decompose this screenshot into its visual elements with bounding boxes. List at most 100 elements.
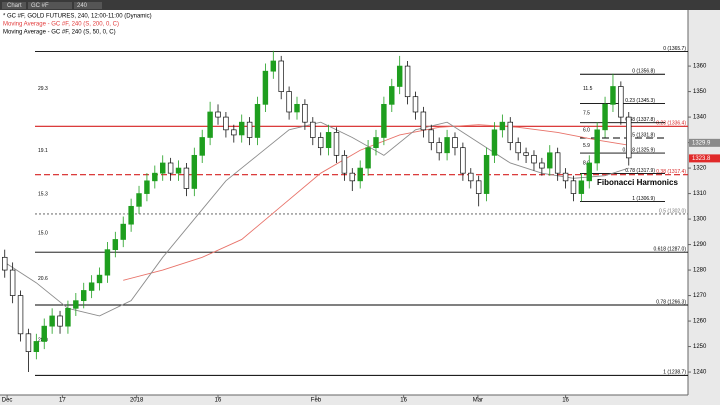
- price-tag-label: 1323.8: [692, 156, 711, 162]
- toolbar-select[interactable]: [28, 2, 72, 9]
- x-tick-label: 2018: [130, 398, 144, 404]
- candle-body: [436, 142, 442, 154]
- candle-body: [515, 142, 521, 154]
- candle-body: [373, 137, 379, 149]
- candle-body: [238, 121, 245, 136]
- fib-note: 6.0: [583, 128, 590, 134]
- candle-body: [507, 121, 513, 143]
- fib-label: 0.38 (1317.4): [656, 169, 686, 175]
- fib-note: 20.6: [38, 276, 48, 282]
- fib-note: 15.3: [38, 192, 48, 198]
- x-tick-label: Feb: [311, 398, 322, 404]
- candle-body: [9, 269, 16, 296]
- fib-note: 29.3: [38, 86, 48, 92]
- plot: 0 (1365.7) 0.23 (1336.4) 0.38 (1317.4) 0.5 …: [2, 46, 688, 376]
- candle-body: [191, 154, 198, 189]
- candle-body: [626, 116, 632, 159]
- candle-body: [112, 239, 119, 251]
- candle-body: [2, 256, 8, 271]
- candle-body: [594, 129, 600, 164]
- price-tag-label: 1329.9: [692, 140, 711, 146]
- candle-body: [262, 70, 269, 105]
- moving-average: [4, 121, 629, 317]
- candle-body: [215, 111, 221, 118]
- candle-body: [57, 315, 63, 327]
- candle-body: [167, 162, 174, 174]
- candle-body: [207, 111, 213, 138]
- candle-body: [475, 180, 482, 194]
- candle-body: [88, 282, 95, 291]
- x-tick-label: 16: [562, 398, 569, 404]
- candle-body: [128, 205, 134, 225]
- fib-note: 15.0: [38, 230, 48, 236]
- candle-body: [396, 65, 403, 87]
- fib-label: 0.5 (1302.0): [659, 208, 686, 214]
- indicator-label: Moving Average - GC #F, 240 (S, 200, 0, …: [3, 22, 119, 28]
- candle-body: [302, 103, 308, 123]
- candle-body: [104, 249, 111, 276]
- candle-body: [17, 295, 24, 335]
- candle-body: [389, 86, 395, 105]
- candle-body: [570, 180, 577, 194]
- toolbar-select[interactable]: [74, 2, 102, 9]
- candle-body: [73, 300, 79, 309]
- y-tick-label: 1240: [693, 370, 707, 376]
- candle-body: [539, 162, 545, 169]
- candle-body: [49, 315, 55, 327]
- toolbar-button[interactable]: [2, 2, 26, 9]
- fib-note: 7.5: [583, 110, 590, 116]
- y-tick-label: 1250: [693, 344, 707, 350]
- x-tick-label: 16: [400, 398, 407, 404]
- fib-label: 0.5 (1331.8): [628, 132, 655, 138]
- y-tick-label: 1340: [693, 115, 707, 121]
- candle-body: [136, 193, 142, 207]
- candle-body: [81, 290, 87, 302]
- fib-label: 0 (1365.7): [663, 46, 686, 52]
- candle-body: [460, 147, 466, 174]
- y-tick-label: 1270: [693, 293, 707, 299]
- candle-body: [144, 180, 150, 194]
- x-tick-label: 16: [215, 398, 222, 404]
- candle-body: [349, 172, 356, 182]
- candle-body: [254, 103, 261, 138]
- candle-body: [491, 129, 498, 156]
- candle-body: [602, 103, 608, 131]
- candle-body: [33, 341, 40, 353]
- fib-label: 0.78 (1266.3): [656, 299, 686, 305]
- candle-body: [547, 152, 553, 169]
- fib-label: 0.618 (1287.0): [653, 247, 686, 253]
- price-axis: [688, 10, 720, 405]
- candle-body: [25, 333, 32, 353]
- candle-body: [278, 60, 284, 92]
- x-tick-label: Dec: [2, 398, 13, 404]
- indicator-label: Moving Average - GC #F, 240 (S, 50, 0, C…: [3, 30, 116, 36]
- candle-body: [618, 86, 624, 118]
- candle-body: [444, 137, 450, 154]
- candle-body: [531, 154, 537, 164]
- y-tick-label: 1260: [693, 319, 707, 325]
- toolbar-label[interactable]: GC #F: [31, 3, 49, 9]
- y-tick-label: 1350: [693, 89, 707, 95]
- candle-body: [341, 154, 348, 174]
- candle-body: [65, 307, 71, 327]
- toolbar: [0, 0, 720, 10]
- moving-average: [123, 124, 629, 281]
- candle-body: [499, 121, 506, 131]
- toolbar-label[interactable]: Chart: [7, 3, 22, 9]
- fib-label: 0.23 (1336.4): [656, 121, 686, 127]
- candle-body: [175, 167, 182, 174]
- candle-body: [231, 129, 237, 136]
- candle-body: [562, 172, 569, 182]
- candle-body: [317, 137, 324, 149]
- candle-body: [483, 154, 490, 194]
- price-tag: [689, 138, 720, 147]
- fib-label: 0.618 (1325.9): [622, 147, 655, 153]
- candle-body: [452, 137, 458, 149]
- candle-body: [420, 111, 427, 131]
- x-tick-label: Mar: [473, 398, 483, 404]
- toolbar-label[interactable]: 240: [77, 3, 88, 9]
- candle-body: [554, 152, 561, 174]
- candle-body: [468, 172, 474, 182]
